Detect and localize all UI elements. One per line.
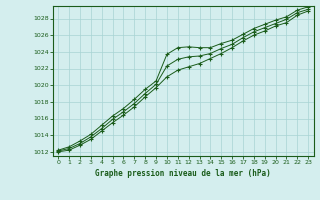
X-axis label: Graphe pression niveau de la mer (hPa): Graphe pression niveau de la mer (hPa) [95,169,271,178]
